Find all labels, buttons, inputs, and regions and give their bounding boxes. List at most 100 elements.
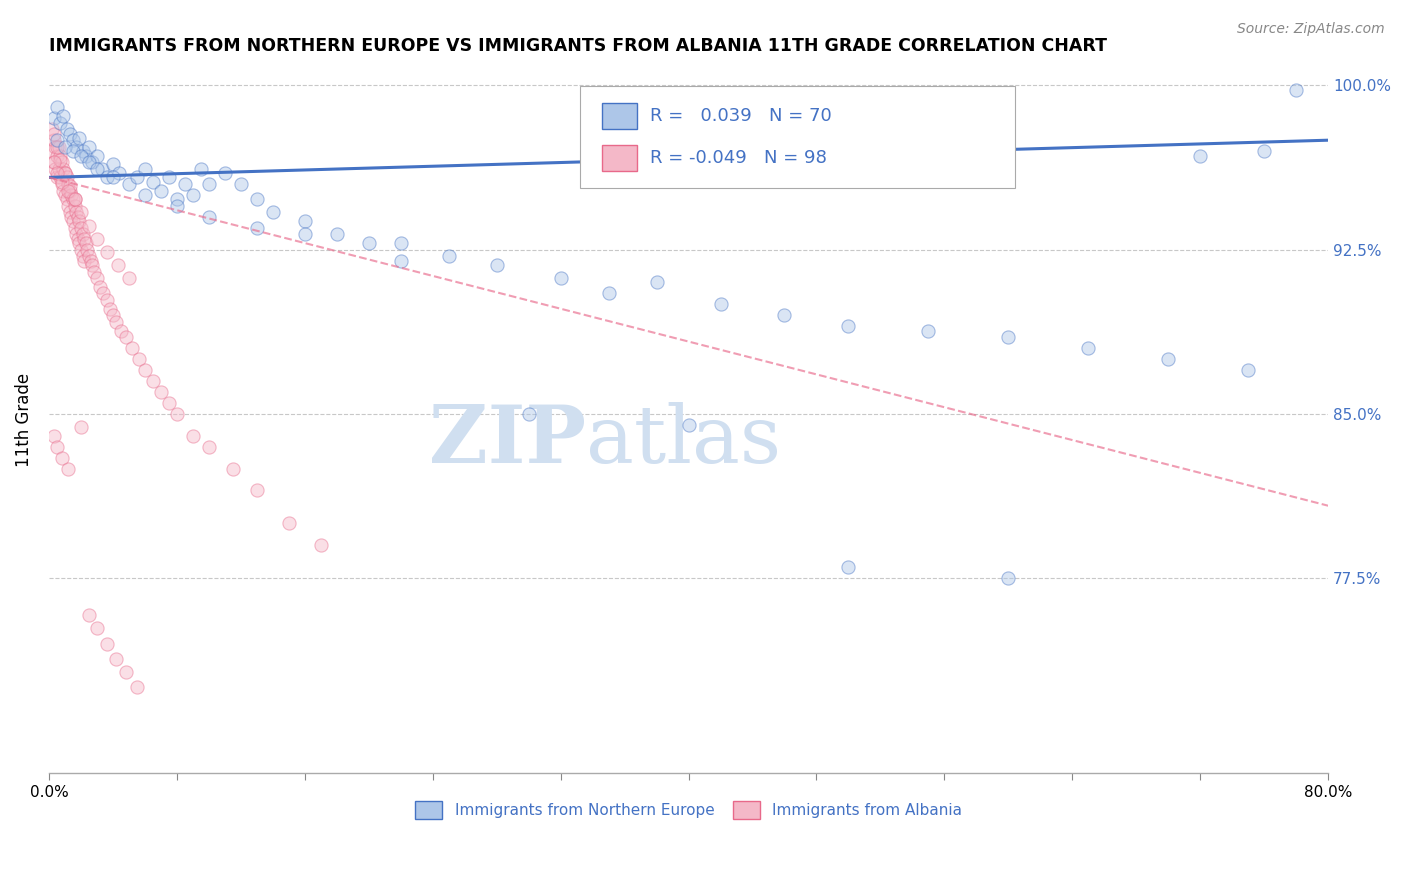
Point — [1189, 148, 1212, 162]
Point — [52, 109, 75, 123]
Point — [142, 374, 165, 388]
Point — [52, 184, 75, 198]
Point — [53, 166, 76, 180]
Point — [53, 188, 76, 202]
Point — [485, 258, 508, 272]
Point — [190, 161, 212, 176]
Point — [678, 417, 700, 432]
Point — [86, 161, 108, 176]
Point — [70, 205, 93, 219]
Point — [157, 170, 180, 185]
Point — [73, 253, 96, 268]
Point — [63, 199, 86, 213]
Point — [128, 352, 150, 367]
Point — [55, 170, 77, 185]
Point — [60, 210, 83, 224]
Point — [157, 396, 180, 410]
Point — [125, 681, 148, 695]
Point — [837, 319, 859, 334]
Point — [198, 440, 221, 454]
Point — [96, 293, 118, 307]
Point — [294, 214, 316, 228]
Point — [42, 155, 65, 169]
Point — [63, 192, 86, 206]
Point — [48, 140, 70, 154]
Point — [1157, 352, 1180, 367]
Text: R = -0.049   N = 98: R = -0.049 N = 98 — [650, 149, 827, 167]
Point — [107, 258, 129, 272]
Point — [83, 264, 105, 278]
Point — [49, 148, 72, 162]
Point — [98, 301, 121, 316]
Point — [46, 100, 69, 114]
Point — [52, 161, 75, 176]
Point — [77, 219, 100, 233]
Point — [49, 153, 72, 167]
Point — [67, 214, 90, 228]
Point — [51, 450, 73, 465]
Point — [357, 235, 380, 250]
Point — [79, 253, 101, 268]
Point — [149, 384, 172, 399]
Point — [51, 177, 73, 191]
Point — [56, 184, 79, 198]
Point — [105, 315, 128, 329]
Point — [75, 235, 97, 250]
Text: Source: ZipAtlas.com: Source: ZipAtlas.com — [1237, 22, 1385, 37]
Point — [72, 144, 94, 158]
Point — [101, 157, 124, 171]
Text: IMMIGRANTS FROM NORTHERN EUROPE VS IMMIGRANTS FROM ALBANIA 11TH GRADE CORRELATIO: IMMIGRANTS FROM NORTHERN EUROPE VS IMMIG… — [49, 37, 1107, 55]
FancyBboxPatch shape — [602, 145, 637, 171]
Point — [46, 440, 69, 454]
Point — [72, 249, 94, 263]
Point — [89, 280, 111, 294]
Point — [277, 516, 299, 531]
Point — [86, 148, 108, 162]
Point — [86, 271, 108, 285]
Point — [76, 243, 98, 257]
Point — [59, 127, 82, 141]
Point — [214, 166, 236, 180]
Point — [517, 407, 540, 421]
Legend: Immigrants from Northern Europe, Immigrants from Albania: Immigrants from Northern Europe, Immigra… — [409, 795, 969, 825]
Point — [82, 258, 104, 272]
Point — [149, 184, 172, 198]
Point — [46, 148, 69, 162]
Point — [134, 363, 156, 377]
Point — [66, 232, 89, 246]
FancyBboxPatch shape — [602, 103, 637, 128]
Point — [42, 155, 65, 169]
Point — [67, 235, 90, 250]
Point — [77, 140, 100, 154]
Point — [86, 621, 108, 635]
Point — [108, 166, 131, 180]
Point — [997, 330, 1019, 344]
Point — [49, 116, 72, 130]
Point — [91, 286, 114, 301]
Point — [62, 192, 84, 206]
Point — [1285, 83, 1308, 97]
Point — [121, 341, 143, 355]
Point — [59, 179, 82, 194]
Point — [63, 192, 86, 206]
Point — [198, 177, 221, 191]
Point — [42, 112, 65, 126]
Point — [62, 144, 84, 158]
Point — [62, 133, 84, 147]
Point — [96, 244, 118, 259]
Point — [56, 199, 79, 213]
Point — [70, 148, 93, 162]
Point — [51, 175, 73, 189]
Point — [70, 243, 93, 257]
Point — [837, 560, 859, 574]
Point — [142, 175, 165, 189]
Point — [294, 227, 316, 242]
Point — [96, 170, 118, 185]
Point — [77, 155, 100, 169]
Point — [48, 161, 70, 176]
Point — [75, 148, 97, 162]
Point — [166, 192, 188, 206]
Point — [53, 140, 76, 154]
Point — [86, 232, 108, 246]
Point — [110, 324, 132, 338]
